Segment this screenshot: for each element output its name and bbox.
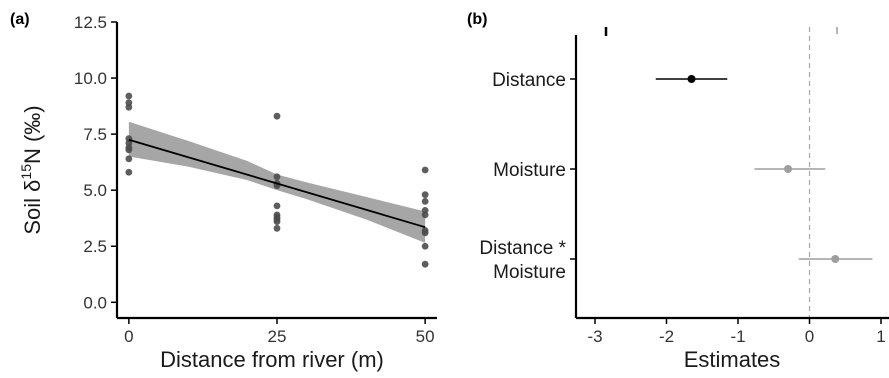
data-point (125, 93, 132, 100)
x-tick-label: -3 (587, 327, 602, 346)
y-tick-label: 7.5 (83, 125, 107, 144)
y-tick-label: 12.5 (74, 13, 107, 32)
data-point (422, 243, 429, 250)
term-label: Moisture (493, 160, 566, 181)
data-point (422, 191, 429, 198)
data-point (125, 146, 132, 153)
data-point (125, 155, 132, 162)
data-point (274, 113, 281, 120)
x-tick-label: 25 (268, 327, 287, 346)
y-axis-title-suffix: N (‰) (20, 105, 45, 164)
data-point (422, 261, 429, 268)
panel-b-axes: -3 -2 -1 0 1 (570, 27, 889, 346)
panel-a-x-axis-title: Distance from river (m) (160, 347, 384, 372)
panel-a-y-axis-title: Soil δ15N (‰) (18, 105, 45, 234)
coefficient-estimates-group: Distance Moisture Distance * Moisture (479, 70, 872, 283)
y-tick-label: 5.0 (83, 181, 107, 200)
data-point (125, 169, 132, 176)
data-point (422, 229, 429, 236)
data-point (274, 173, 281, 180)
y-tick-label: 0.0 (83, 293, 107, 312)
estimate-point (831, 255, 839, 263)
data-point (274, 218, 281, 225)
data-points-group (125, 93, 428, 268)
estimate-point (688, 75, 696, 83)
data-point (274, 225, 281, 232)
data-point (274, 202, 281, 209)
term-label: Distance (492, 70, 566, 91)
data-point (422, 211, 429, 218)
estimate-point (784, 165, 792, 173)
x-tick-label: -2 (659, 327, 674, 346)
term-label: Moisture (493, 262, 566, 283)
data-point (422, 198, 429, 205)
panel-b-label: (b) (467, 11, 487, 28)
x-tick-label: -1 (730, 327, 745, 346)
term-label: Distance * (479, 238, 566, 259)
panel-a-label: (a) (10, 11, 30, 28)
x-tick-label: 0 (805, 327, 814, 346)
x-tick-label: 1 (876, 327, 885, 346)
data-point (422, 167, 429, 174)
y-axis-title-prefix: Soil δ (20, 180, 45, 235)
y-tick-label: 2.5 (83, 237, 107, 256)
panel-b-x-axis-title: Estimates (684, 347, 781, 372)
x-tick-label: 50 (416, 327, 435, 346)
y-tick-label: 10.0 (74, 69, 107, 88)
y-axis-title-superscript: 15 (18, 164, 34, 180)
x-tick-label: 0 (124, 327, 133, 346)
data-point (125, 104, 132, 111)
